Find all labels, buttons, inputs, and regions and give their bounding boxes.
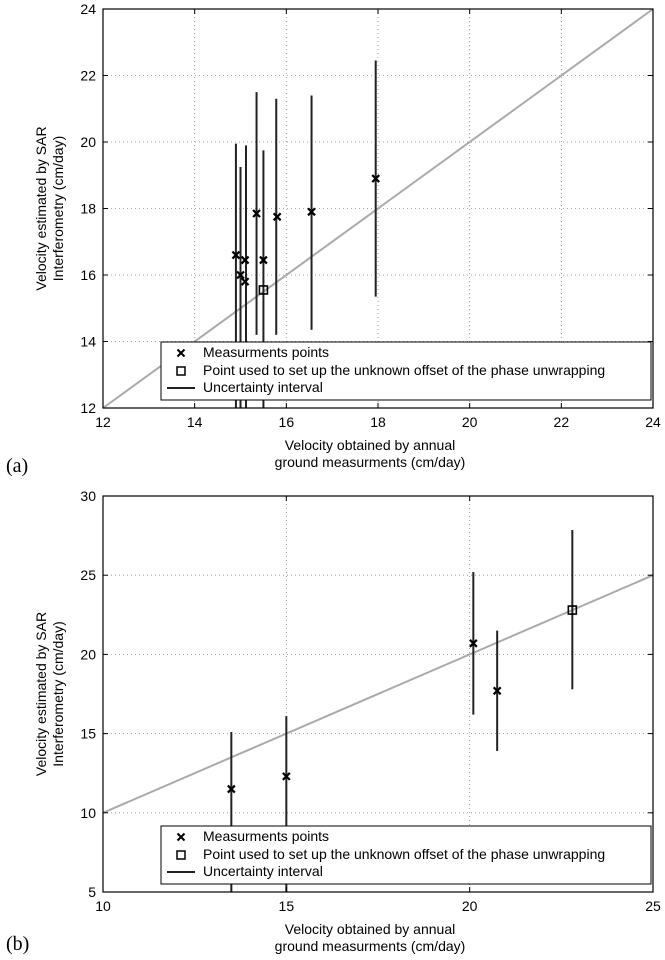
legend-entry: Measurments points (203, 344, 329, 360)
legend-square-marker (176, 366, 186, 376)
measurement-point (240, 255, 250, 265)
y-tick-label: 10 (80, 805, 96, 821)
offset-point (258, 285, 269, 295)
x-tick-label: 15 (279, 898, 295, 914)
x-tick-label: 18 (370, 414, 386, 430)
marker-stroke (240, 277, 250, 286)
x-tick-label: 24 (645, 414, 661, 430)
y-tick-label: 14 (80, 334, 96, 350)
measurement-point (307, 207, 316, 217)
measurement-point (236, 270, 245, 280)
marker-stroke (252, 209, 261, 218)
reference-line (102, 574, 654, 814)
marker-stroke (469, 639, 478, 648)
legend-square-marker (176, 850, 186, 860)
measurement-point (469, 639, 478, 648)
y-tick-label: 24 (80, 1, 96, 17)
y-tick-label: 25 (80, 567, 96, 583)
legend-box (160, 341, 652, 401)
legend-x-marker (176, 832, 186, 842)
legend-x-marker (176, 348, 186, 358)
y-tick-label: 20 (80, 134, 96, 150)
x-tick-label: 14 (187, 414, 203, 430)
y-axis-label: Interferometry (cm/day) (50, 136, 66, 281)
x-tick-label: 10 (95, 898, 111, 914)
y-tick-label: 30 (80, 488, 96, 504)
measurement-point (259, 255, 268, 265)
marker-stroke (282, 772, 291, 781)
legend-entry: Measurments points (203, 828, 329, 844)
x-tick-label: 20 (462, 898, 478, 914)
x-axis-label: ground measurments (cm/day) (275, 454, 466, 470)
legend-entry: Uncertainty interval (203, 379, 323, 395)
measurement-point (231, 250, 241, 260)
marker-stroke (231, 250, 241, 260)
measurement-point (240, 277, 250, 286)
measurement-point (282, 772, 291, 781)
marker-stroke (492, 686, 502, 696)
marker-stroke (236, 270, 245, 280)
marker-stroke (259, 255, 268, 265)
measurement-point (272, 212, 282, 222)
marker-stroke (272, 212, 282, 222)
y-tick-label: 12 (80, 400, 96, 416)
y-tick-label: 18 (80, 201, 96, 217)
legend-box (160, 825, 652, 885)
panel-label: (a) (6, 455, 28, 477)
measurement-point (227, 784, 236, 794)
marker-stroke (307, 207, 316, 217)
x-axis-label: ground measurments (cm/day) (275, 938, 466, 954)
panel-label: (b) (6, 933, 29, 955)
y-tick-label: 16 (80, 267, 96, 283)
legend-entry: Uncertainty interval (203, 863, 323, 879)
x-tick-label: 20 (462, 414, 478, 430)
x-axis-label: Velocity obtained by annual (285, 921, 455, 937)
measurement-point (252, 209, 261, 218)
marker-stroke (371, 174, 380, 183)
y-tick-label: 20 (80, 646, 96, 662)
measurement-point (371, 174, 380, 183)
chart-panel-1: Measurments points Point used to set up t… (6, 1, 661, 477)
y-axis-label: Interferometry (cm/day) (50, 621, 66, 766)
x-tick-label: 12 (95, 414, 111, 430)
y-tick-label: 5 (88, 884, 96, 900)
y-tick-label: 22 (80, 68, 96, 84)
marker-stroke (240, 255, 250, 265)
legend: Measurments points Point used to set up t… (160, 825, 652, 885)
legend: Measurments points Point used to set up t… (160, 341, 652, 401)
axes-frame (102, 495, 654, 893)
legend-entry: Point used to set up the unknown offset … (203, 362, 605, 378)
legend-entry: Point used to set up the unknown offset … (203, 846, 605, 862)
x-axis-label: Velocity obtained by annual (285, 437, 455, 453)
offset-point (567, 605, 578, 615)
y-axis-label: Velocity estimated by SAR (33, 612, 49, 776)
y-axis-label: Velocity estimated by SAR (33, 126, 49, 290)
x-tick-label: 16 (279, 414, 295, 430)
marker-stroke (227, 784, 236, 794)
measurement-point (492, 686, 502, 696)
x-tick-label: 22 (554, 414, 570, 430)
x-tick-label: 25 (645, 898, 661, 914)
chart-panel-2: Measurments points Point used to set up t… (6, 488, 661, 955)
y-tick-label: 15 (80, 726, 96, 742)
